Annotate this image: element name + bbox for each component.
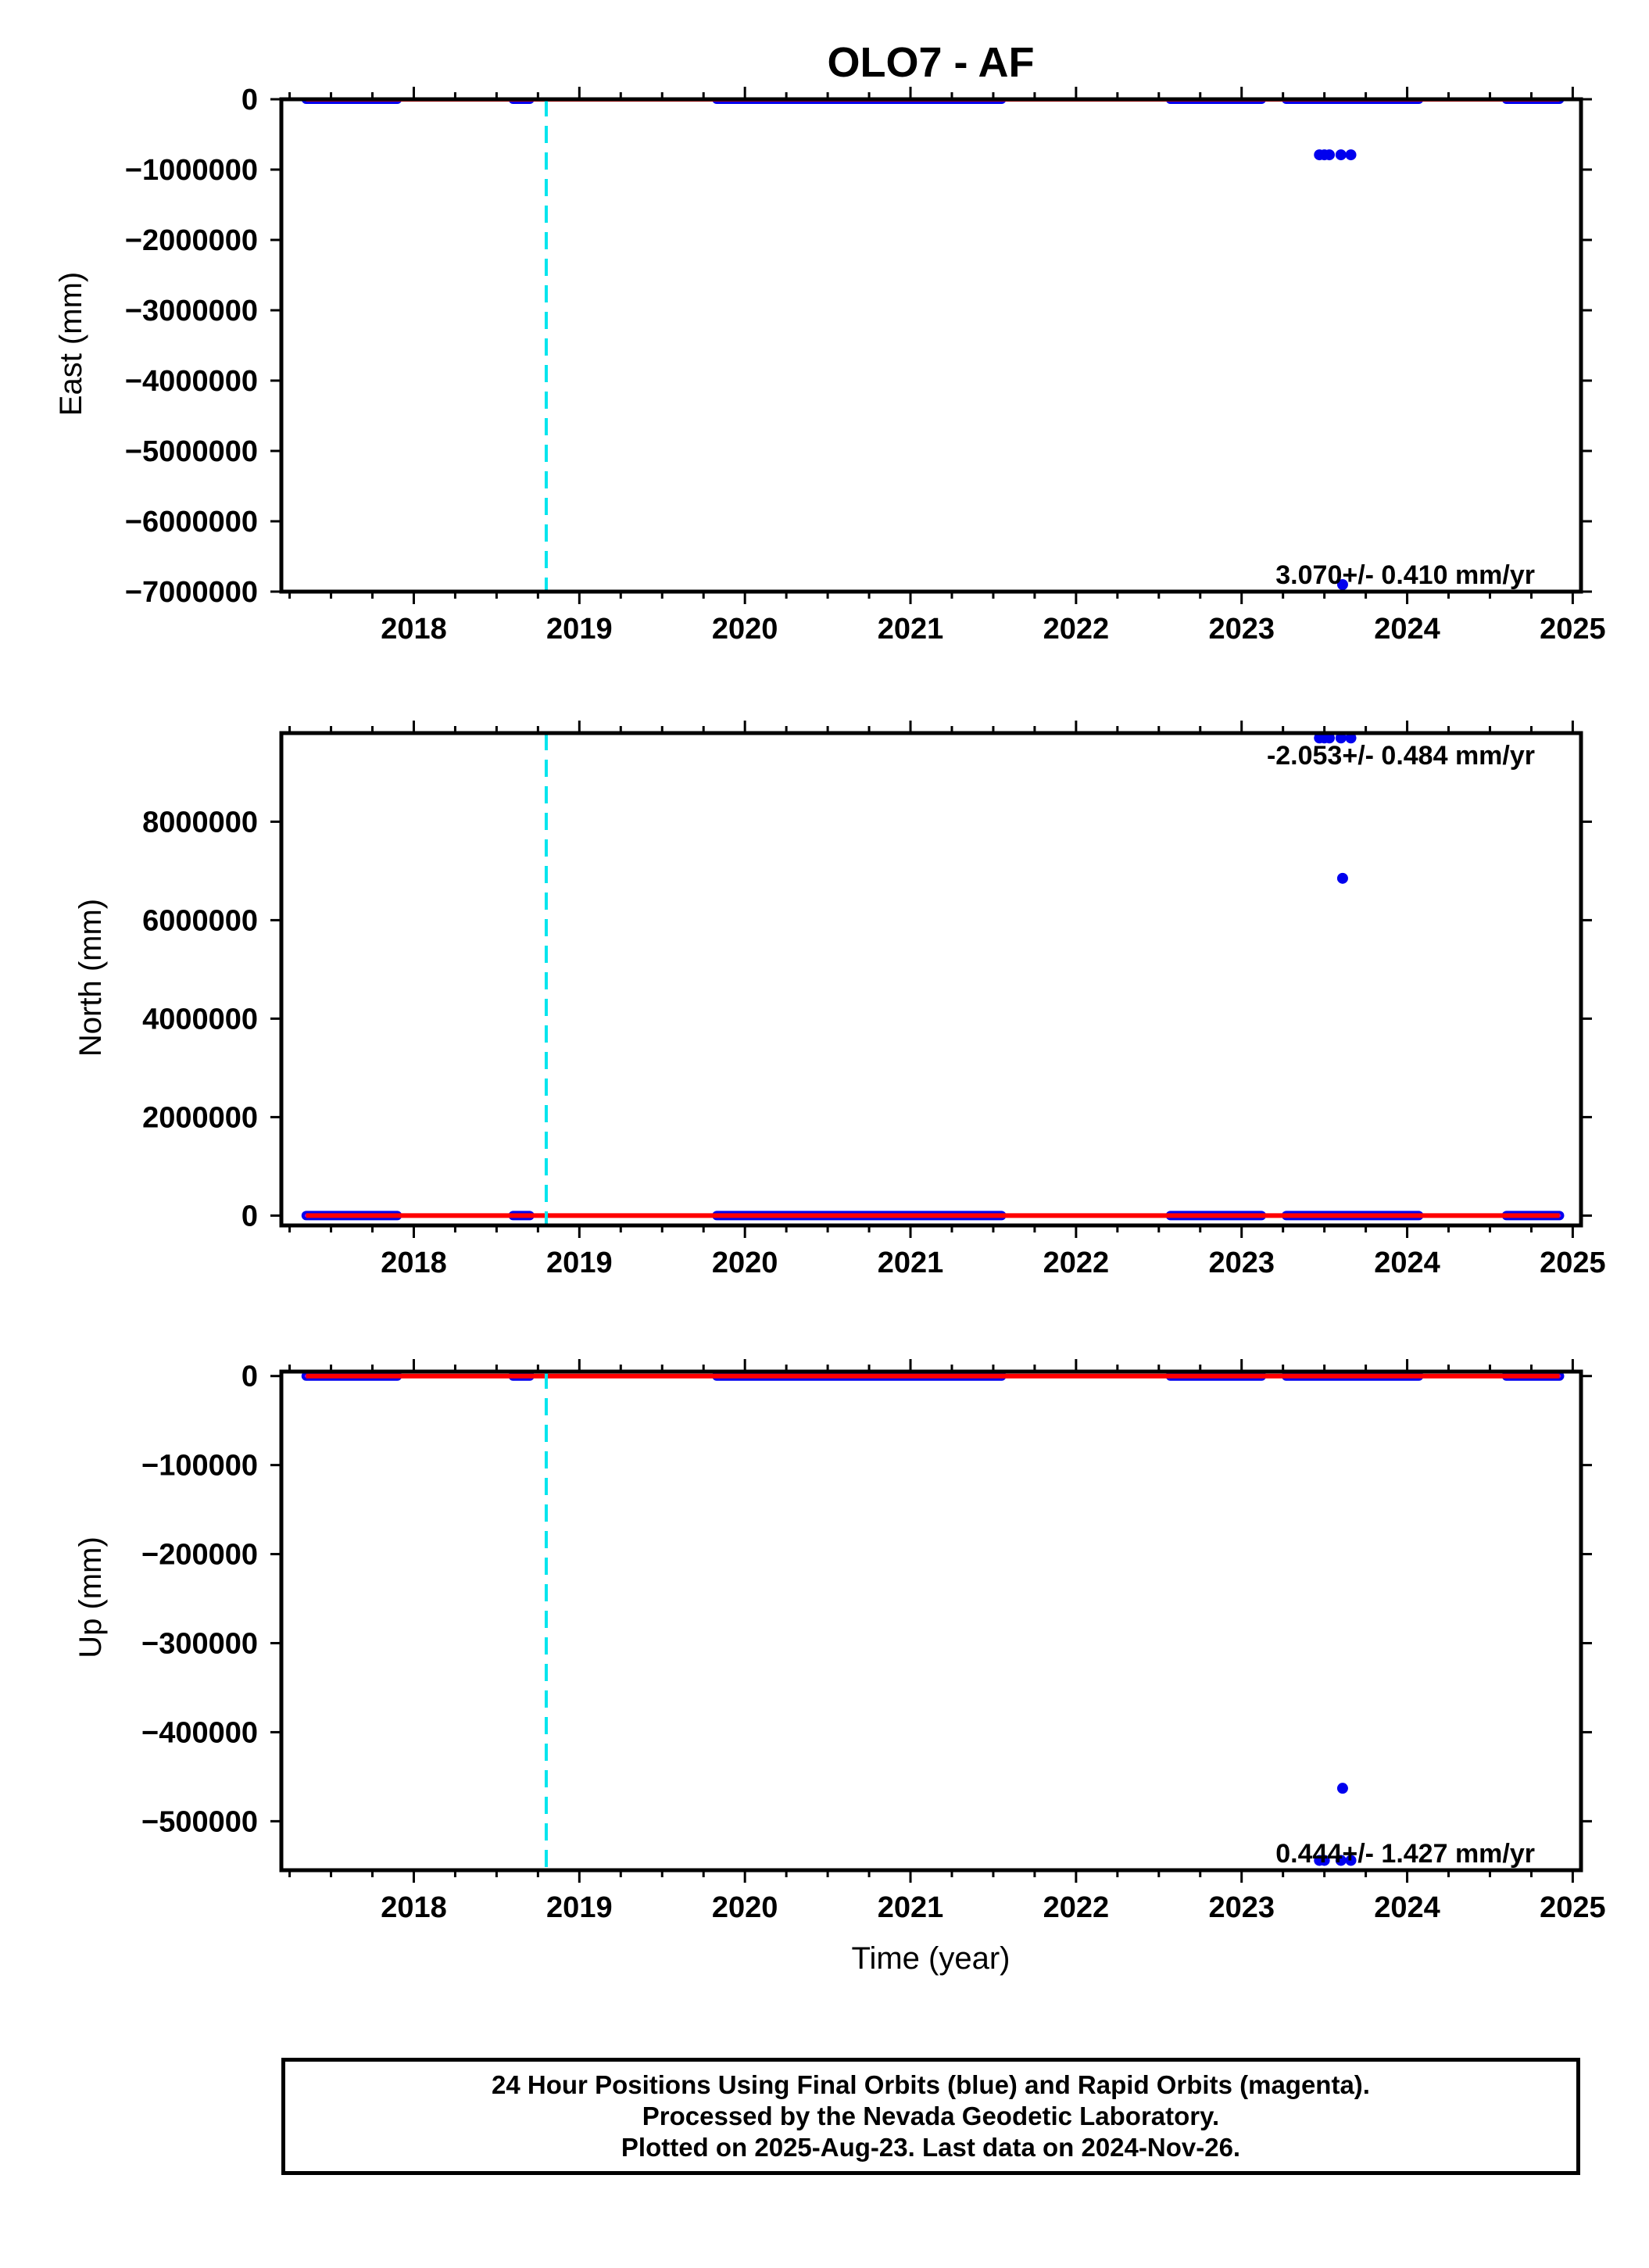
north-x-tick-label: 2023 <box>1208 1247 1275 1279</box>
up-x-tick-label: 2023 <box>1208 1891 1275 1924</box>
east-y-tick-label: −4000000 <box>125 365 258 398</box>
up-outlier-point <box>1318 1855 1330 1866</box>
east-y-tick-label: −5000000 <box>125 435 258 468</box>
up-y-tick-label: −300000 <box>141 1627 258 1660</box>
up-x-tick-label: 2022 <box>1043 1891 1110 1924</box>
east-x-tick-label: 2018 <box>381 613 447 646</box>
up-x-tick-label: 2018 <box>381 1891 447 1924</box>
up-x-tick-label: 2025 <box>1540 1891 1606 1924</box>
footer-line-orbits: 24 Hour Positions Using Final Orbits (bl… <box>492 2070 1370 2099</box>
up-plot-frame <box>279 1369 1583 1873</box>
north-y-tick-label: 0 <box>241 1200 258 1232</box>
up-y-tick-label: −100000 <box>141 1450 258 1483</box>
north-x-tick-label: 2022 <box>1043 1247 1110 1279</box>
north-rate-label: -2.053+/- 0.484 mm/yr <box>1267 741 1535 771</box>
north-outlier-point <box>1335 733 1347 744</box>
north-x-tick-label: 2019 <box>546 1247 613 1279</box>
east-y-tick-label: −3000000 <box>125 295 258 327</box>
north-y-tick-label: 6000000 <box>142 904 258 937</box>
up-y-tick-label: −500000 <box>141 1805 258 1838</box>
east-x-tick-label: 2020 <box>712 613 778 646</box>
east-x-tick-label: 2025 <box>1540 613 1606 646</box>
east-y-tick-label: −6000000 <box>125 506 258 538</box>
east-panel: 2018 2019 2020 2021 2022 2023 2024 2025 0 −100000… <box>125 84 1606 646</box>
footer-caption-box: 24 Hour Positions Using Final Orbits (bl… <box>281 2058 1580 2175</box>
north-panel: 2018 2019 2020 2021 2022 2023 2024 2025 0 2000000… <box>142 721 1606 1279</box>
x-axis-label: Time (year) <box>852 1941 1011 1976</box>
east-x-tick-label: 2021 <box>878 613 944 646</box>
north-x-tick-label: 2024 <box>1374 1247 1440 1279</box>
up-y-tick-label: −400000 <box>141 1716 258 1749</box>
north-outlier-point <box>1345 733 1357 744</box>
north-y-tick-label: 8000000 <box>142 806 258 839</box>
up-y-axis-label: Up (mm) <box>73 1536 108 1658</box>
north-plot-frame <box>279 731 1583 1228</box>
north-outlier-point <box>1323 733 1335 744</box>
north-x-tick-label: 2025 <box>1540 1247 1606 1279</box>
up-x-tick-label: 2021 <box>878 1891 944 1924</box>
east-outlier-point <box>1336 579 1348 590</box>
east-x-tick-label: 2019 <box>546 613 613 646</box>
footer-line-plotted: Plotted on 2025-Aug-23. Last data on 202… <box>621 2133 1241 2162</box>
up-x-tick-label: 2019 <box>546 1891 613 1924</box>
east-x-tick-label: 2023 <box>1208 613 1275 646</box>
east-y-tick-label: −1000000 <box>125 154 258 187</box>
north-y-tick-label: 2000000 <box>142 1101 258 1134</box>
up-x-tick-label: 2020 <box>712 1891 778 1924</box>
north-x-tick-label: 2020 <box>712 1247 778 1279</box>
footer-line-processed: Processed by the Nevada Geodetic Laborat… <box>642 2102 1220 2130</box>
up-x-tick-label: 2024 <box>1374 1891 1440 1924</box>
east-outlier-point <box>1335 149 1347 161</box>
up-y-tick-label: 0 <box>241 1361 258 1393</box>
north-outlier-point <box>1336 872 1348 884</box>
east-outlier-point <box>1323 149 1335 161</box>
east-y-tick-label: 0 <box>241 84 258 116</box>
east-y-tick-label: −2000000 <box>125 224 258 257</box>
east-y-axis-label: East (mm) <box>54 272 88 416</box>
north-y-tick-label: 4000000 <box>142 1003 258 1036</box>
east-plot-frame <box>279 97 1583 594</box>
east-x-tick-label: 2024 <box>1374 613 1440 646</box>
north-y-axis-label: North (mm) <box>73 899 108 1057</box>
up-outlier-point <box>1345 1855 1357 1866</box>
north-x-tick-label: 2018 <box>381 1247 447 1279</box>
up-y-tick-label: −200000 <box>141 1539 258 1572</box>
east-y-tick-label: −7000000 <box>125 576 258 609</box>
up-panel: 2018 2019 2020 2021 2022 2023 2024 2025 0 −100000… <box>141 1359 1606 1924</box>
east-x-tick-label: 2022 <box>1043 613 1110 646</box>
east-outlier-point <box>1345 149 1357 161</box>
up-outlier-point <box>1335 1855 1347 1866</box>
north-x-tick-label: 2021 <box>878 1247 944 1279</box>
east-rate-label: 3.070+/- 0.410 mm/yr <box>1275 560 1535 590</box>
up-rate-label: 0.444+/- 1.427 mm/yr <box>1275 1839 1535 1869</box>
up-outlier-point <box>1336 1783 1348 1794</box>
chart-title: OLO7 - AF <box>828 39 1035 86</box>
